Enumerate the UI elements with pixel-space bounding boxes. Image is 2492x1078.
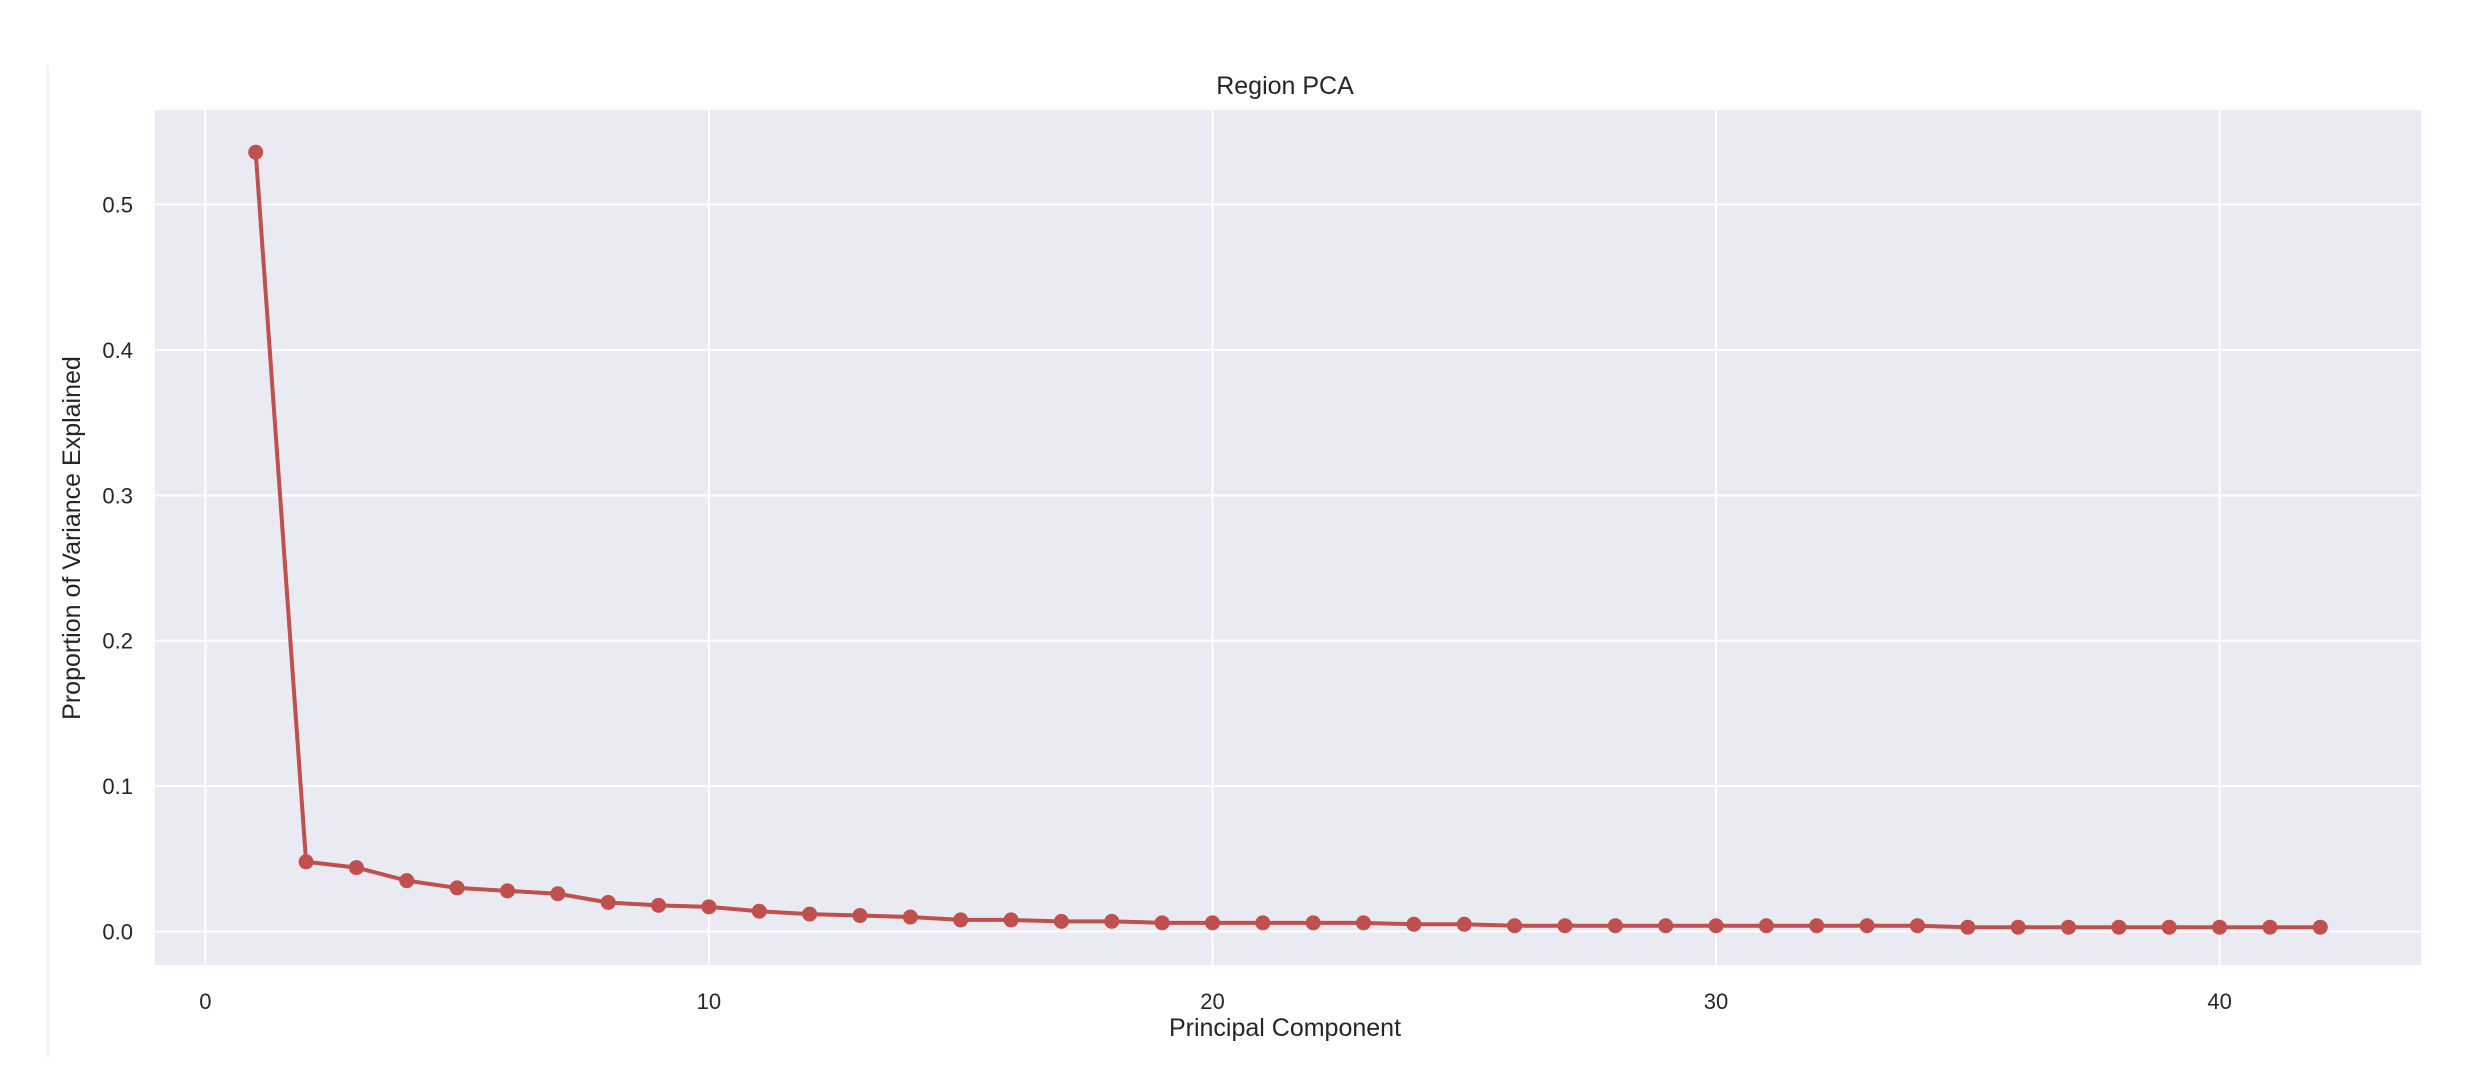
series-layer: [248, 144, 2328, 935]
data-point: [2161, 919, 2177, 935]
data-point: [550, 886, 566, 902]
data-point: [1003, 912, 1019, 928]
data-point: [1909, 918, 1925, 934]
y-tick-label: 0.3: [102, 483, 133, 508]
data-point: [1356, 915, 1372, 931]
y-tick-label: 0.0: [102, 920, 133, 945]
data-point: [852, 908, 868, 924]
y-tick-label: 0.4: [102, 338, 133, 363]
data-point: [1507, 918, 1523, 934]
x-tick-label: 30: [1704, 989, 1728, 1014]
x-tick-label: 10: [697, 989, 721, 1014]
data-point: [1305, 915, 1321, 931]
data-point: [1104, 913, 1120, 929]
data-point: [1658, 918, 1674, 934]
data-point: [348, 860, 364, 876]
data-point: [701, 899, 717, 915]
data-point: [1960, 919, 1976, 935]
data-point: [1406, 916, 1422, 932]
data-point: [2262, 919, 2278, 935]
data-point: [2312, 919, 2328, 935]
data-point: [1607, 918, 1623, 934]
data-point: [2111, 919, 2127, 935]
y-tick-labels: 0.0 0.1 0.2 0.3 0.4 0.5: [102, 193, 133, 945]
data-point: [1255, 915, 1271, 931]
data-point: [1809, 918, 1825, 934]
data-point: [1557, 918, 1573, 934]
data-point: [1859, 918, 1875, 934]
y-gridlines: [155, 203, 2421, 933]
y-tick-label: 0.2: [102, 629, 133, 654]
data-point: [953, 912, 969, 928]
data-point: [298, 854, 314, 870]
data-point: [449, 880, 465, 896]
data-point: [1708, 918, 1724, 934]
data-point: [751, 903, 767, 919]
data-point: [248, 144, 264, 160]
data-point: [1456, 916, 1472, 932]
data-point: [2061, 919, 2077, 935]
data-point: [802, 906, 818, 922]
x-gridlines: [204, 110, 2221, 965]
data-point: [499, 883, 515, 899]
data-point: [1154, 915, 1170, 931]
plot-area: [155, 110, 2421, 965]
data-point: [2212, 919, 2228, 935]
page-divider: [47, 65, 49, 1057]
y-tick-label: 0.1: [102, 774, 133, 799]
data-point: [1758, 918, 1774, 934]
x-tick-label: 0: [199, 989, 211, 1014]
data-point: [1053, 913, 1069, 929]
x-axis-label: Principal Component: [1169, 1014, 1401, 1042]
y-tick-label: 0.5: [102, 193, 133, 218]
x-tick-label: 40: [2207, 989, 2231, 1014]
data-point: [651, 897, 667, 913]
data-point: [399, 873, 415, 889]
x-tick-labels: 0 10 20 30 40: [199, 989, 2232, 1014]
data-point: [902, 909, 918, 925]
data-point: [600, 894, 616, 910]
data-point: [2010, 919, 2026, 935]
y-axis-label: Proportion of Variance Explained: [58, 356, 86, 720]
x-tick-label: 20: [1200, 989, 1224, 1014]
chart-title: Region PCA: [1216, 72, 1354, 100]
data-point: [1204, 915, 1220, 931]
series-line: [253, 152, 2321, 930]
